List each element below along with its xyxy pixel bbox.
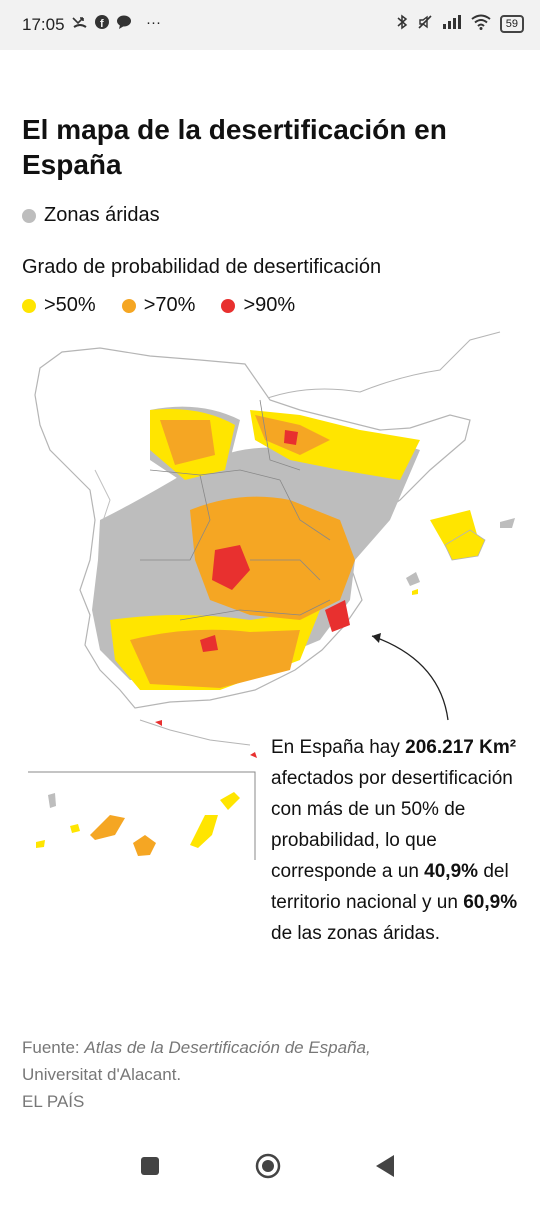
france-outline: [249, 331, 501, 406]
callout-part: En España hay: [271, 737, 406, 758]
legend-level-label: >90%: [243, 294, 296, 316]
callout-arrowhead: [372, 633, 381, 643]
canary-la-palma: [48, 793, 56, 808]
source-title: Atlas de la Desertificación de España,: [84, 1038, 371, 1057]
notification-icons: f ···: [72, 14, 161, 34]
ceuta: [155, 720, 162, 726]
africa-coast: [139, 719, 251, 746]
nav-bar-graphics: [141, 1153, 394, 1179]
status-time: 17:05: [22, 15, 65, 34]
legend-arid-label: Zonas áridas: [44, 204, 160, 226]
risk-90-zones: [200, 430, 350, 652]
callout-bold-area: 206.217 Km²: [405, 737, 517, 758]
chat-bubble-icon: [116, 14, 132, 34]
callout-bold-arid: 60,9%: [463, 892, 518, 913]
muted-icon: [417, 14, 433, 34]
missed-call-icon: [72, 14, 88, 34]
svg-text:f: f: [100, 18, 104, 30]
legend-level-label: >50%: [44, 294, 96, 316]
yellow-dot-icon: [22, 298, 36, 313]
bluetooth-icon: [396, 14, 408, 34]
callout-bold-national: 40,9%: [424, 861, 479, 882]
region-borders: [140, 399, 331, 621]
callout-part: afectados por desertificación con más de…: [271, 768, 513, 882]
orange-dot-icon: [121, 298, 136, 313]
source-prefix: Fuente:: [22, 1038, 85, 1057]
balearic-menorca: [500, 518, 515, 528]
source-publisher: EL PAÍS: [22, 1092, 85, 1111]
callout-part: de las zonas áridas.: [271, 923, 440, 944]
arid-dot-icon: [22, 208, 36, 223]
canary-lanzarote: [220, 792, 240, 810]
balearic-formentera: [412, 589, 418, 595]
navigation-bar: [0, 1135, 540, 1200]
canary-gran-canaria: [133, 835, 156, 856]
legend-arid: Zonas áridas: [22, 204, 160, 227]
spain-desertification-map: [28, 331, 515, 860]
legend-level-label: >70%: [143, 294, 196, 316]
source-credit: Fuente: Atlas de la Desertificación de E…: [22, 1034, 522, 1115]
legend-levels: >50% >70% >90%: [22, 294, 321, 317]
balearic-ibiza: [406, 572, 420, 586]
back-button[interactable]: [376, 1155, 394, 1177]
legend-level-70: >70%: [121, 294, 196, 317]
canary-la-gomera: [70, 824, 80, 833]
melilla: [250, 752, 257, 758]
legend-level-50: >50%: [22, 294, 96, 317]
more-icon: ···: [146, 14, 161, 31]
canary-el-hierro: [36, 840, 45, 848]
callout-text: En España hay 206.217 Km² afectados por …: [271, 732, 521, 949]
recent-apps-button[interactable]: [141, 1157, 159, 1175]
page-title: El mapa de la desertificación en España: [22, 114, 447, 180]
status-bar: 17:05 f ··· 59: [0, 0, 540, 50]
callout-part: del territorio nacional y un: [271, 861, 509, 913]
canary-tenerife: [90, 815, 125, 840]
red-dot-icon: [221, 298, 236, 313]
risk-50-zones: [110, 409, 480, 690]
balearic-mallorca: [444, 529, 486, 561]
source-institution: Universitat d'Alacant.: [22, 1065, 182, 1084]
home-button[interactable]: [255, 1153, 281, 1179]
callout-arrow: [371, 635, 449, 721]
legend-heading: Grado de probabilidad de desertificación: [22, 256, 382, 278]
battery-icon: 59: [499, 15, 524, 33]
wifi-icon: [471, 14, 491, 34]
canary-fuerteventura: [190, 815, 218, 848]
system-icons: 59: [396, 14, 524, 34]
signal-icon: [442, 15, 462, 33]
canary-inset-box: [28, 771, 256, 860]
facebook-icon: f: [94, 14, 110, 34]
legend-level-90: >90%: [221, 294, 295, 317]
